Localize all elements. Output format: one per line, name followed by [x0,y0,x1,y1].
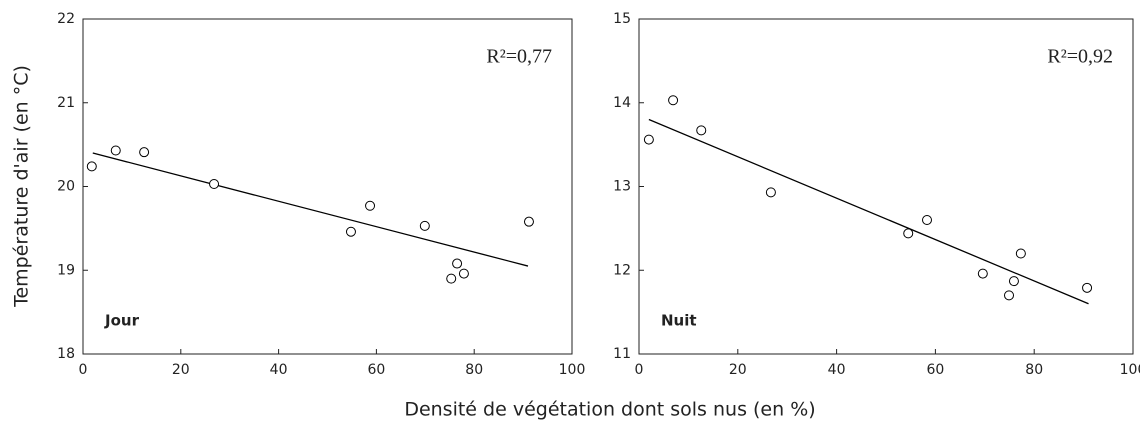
data-point [1015,248,1026,259]
y-tick-label: 21 [57,95,75,111]
data-point [1004,290,1015,301]
x-tick-label: 20 [172,362,190,378]
data-point [139,147,150,158]
y-tick-label: 22 [57,11,75,27]
y-tick-label: 13 [613,179,631,195]
x-tick-label: 80 [465,362,483,378]
y-tick-label: 20 [57,179,75,195]
data-point [1008,276,1019,287]
data-point [446,273,457,284]
data-point [209,178,220,189]
data-point [696,125,707,136]
x-tick-label: 0 [635,362,644,378]
y-tick-label: 12 [613,262,631,278]
x-tick-label: 40 [828,362,846,378]
regression-line [92,152,529,267]
regression-line [648,118,1089,305]
data-point [643,134,654,145]
y-tick-label: 14 [613,95,631,111]
x-tick-label: 20 [729,362,747,378]
data-point [452,258,463,269]
x-tick-label: 100 [1120,362,1140,378]
data-point [345,226,356,237]
data-point [523,216,534,227]
y-axis-label: Température d'air (en °C) [11,65,33,308]
data-point [977,268,988,279]
x-tick-label: 60 [926,362,944,378]
data-point [419,220,430,231]
r-squared: R²=0,92 [1047,46,1113,68]
data-point [1082,282,1093,293]
y-tick-label: 19 [57,262,75,278]
data-point [922,215,933,225]
data-point [86,161,97,172]
x-tick-label: 80 [1025,362,1043,378]
data-point [365,200,376,211]
y-tick-label: 15 [613,11,631,27]
panel-label: Jour [104,312,140,330]
data-point [668,95,679,106]
x-tick-label: 0 [79,362,88,378]
x-tick-label: 100 [559,362,586,378]
panel-label: Nuit [661,312,697,330]
data-point [903,228,914,239]
y-tick-label: 11 [613,346,631,362]
x-tick-label: 60 [367,362,385,378]
y-tick-label: 18 [57,346,75,362]
plot-frame [638,18,1134,355]
data-point [110,145,121,156]
data-point [458,268,469,279]
r-squared: R²=0,77 [486,46,552,68]
data-point [765,187,776,198]
x-axis-label: Densité de végétation dont sols nus (en … [404,399,815,421]
x-tick-label: 40 [270,362,288,378]
plot-frame [82,18,573,355]
